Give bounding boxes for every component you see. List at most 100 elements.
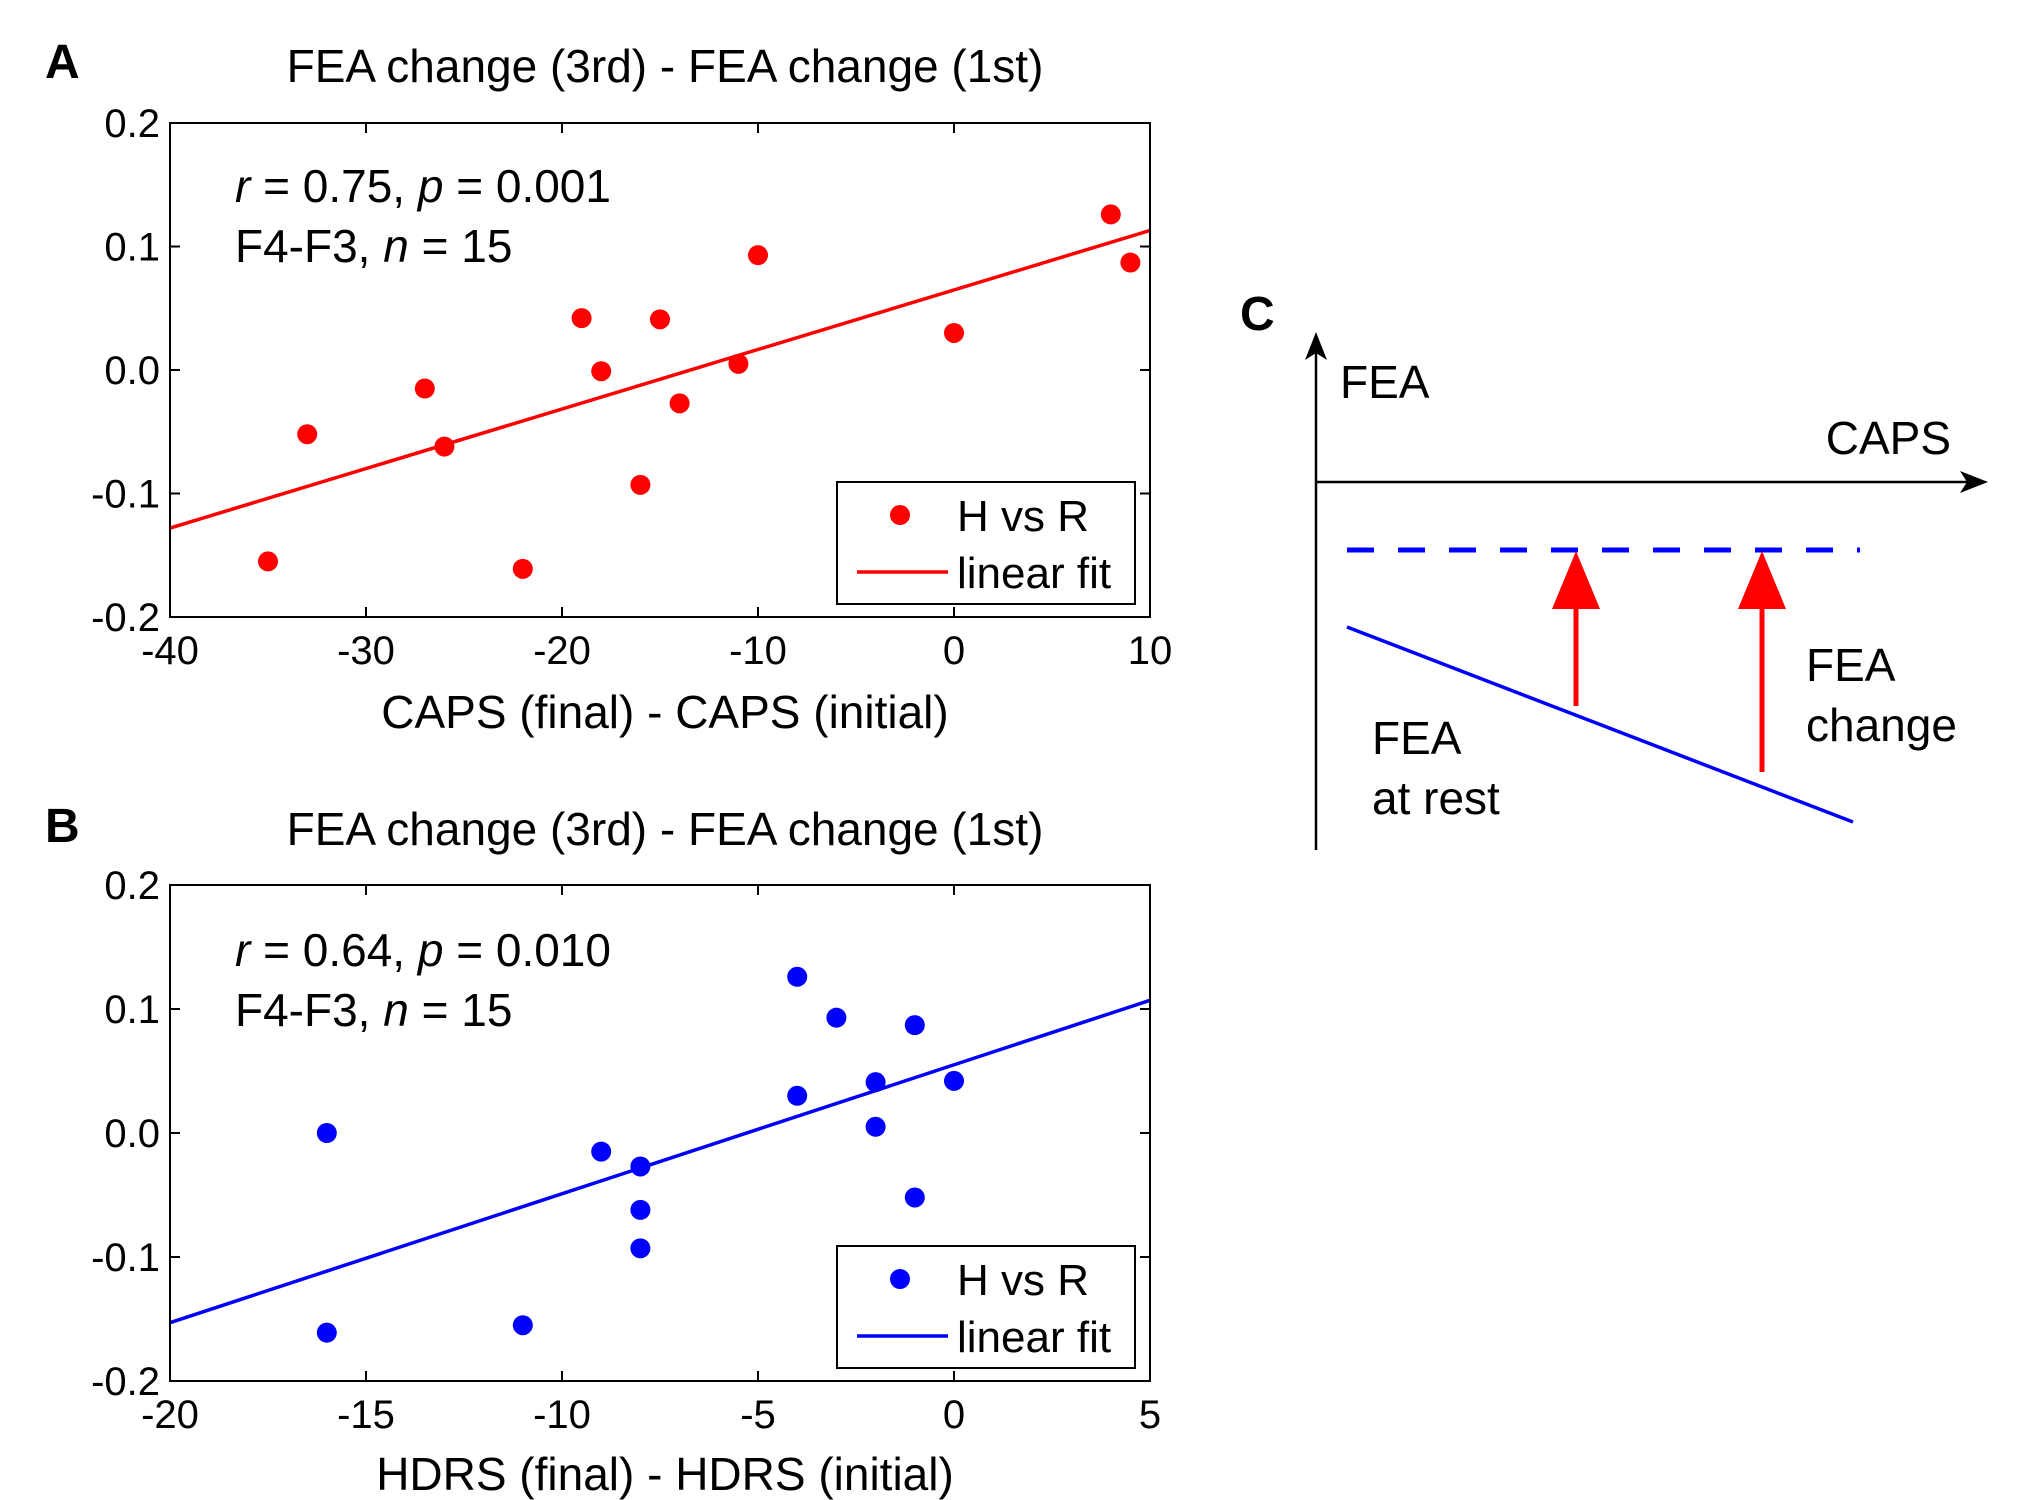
diagram-y-axis-arrowhead: [1305, 332, 1327, 360]
panel-b-ytick-label: 0.1: [104, 988, 160, 1032]
panel-b-data-point: [904, 1015, 925, 1036]
panel-a-title: FEA change (3rd) - FEA change (1st): [287, 40, 1044, 92]
diagram-rest-label: FEA at rest: [1372, 712, 1500, 824]
panel-b-label: B: [45, 800, 80, 853]
panel-a-legend: H vs R linear fit: [836, 481, 1136, 605]
panel-b-ytick-label: 0.0: [104, 1112, 160, 1156]
panel-b-data-point: [865, 1072, 886, 1093]
panel-a-label: A: [45, 36, 80, 89]
panel-a-data-point: [650, 309, 670, 330]
panel-b-xtick-label: -10: [533, 1393, 591, 1437]
panel-a-legend-point-marker: [890, 505, 910, 525]
panel-b-data-point: [944, 1070, 964, 1091]
panel-b-legend-points-label: H vs R: [957, 1256, 1089, 1305]
panel-a-data-point: [669, 393, 690, 414]
panel-a-data-point: [414, 378, 435, 399]
panel-a: A FEA change (3rd) - FEA change (1st) r …: [45, 36, 1172, 738]
panel-b-channel: F4-F3,: [235, 984, 383, 1036]
panel-b-data-point: [787, 1085, 808, 1106]
panel-a-ticks-layer: -40 -30 -20 -10 0 10 -0.2 -0.1 0.0 0.1 0.2: [91, 102, 1172, 673]
panel-a-data-point: [297, 424, 318, 445]
panel-b-ticks-layer: -20 -15 -10 -5 0 5 -0.2 -0.1 0.0 0.1 0.2: [91, 864, 1161, 1437]
panel-c-schematic: C FEA CAPS FEA at rest FEA change: [1240, 288, 1988, 850]
panel-a-data-point: [748, 245, 768, 266]
panel-a-stats-line2: F4-F3, n = 15: [235, 220, 512, 272]
panel-a-ytick-label: -0.2: [91, 596, 160, 640]
panel-b-data-point: [512, 1315, 533, 1336]
panel-b-fit-line: [169, 998, 1151, 1325]
panel-b-legend-line-label: linear fit: [957, 1313, 1111, 1362]
diagram-rest-label-line1: FEA: [1372, 712, 1462, 764]
panel-a-xtick-label: 10: [1128, 629, 1173, 673]
panel-b-ytick-label: -0.2: [91, 1360, 160, 1404]
panel-b-legend-point-marker: [890, 1269, 910, 1289]
diagram-arrow-2-head: [1738, 551, 1786, 609]
panel-b-legend-box: [836, 1245, 1136, 1369]
panel-b-ytick-label: 0.2: [104, 864, 160, 908]
panel-b-data-point: [865, 1116, 886, 1137]
panel-b-data-point: [787, 966, 808, 987]
diagram-change-arrow-1: [1552, 551, 1600, 706]
panel-a-r-label: r: [235, 160, 252, 212]
panel-b-xtick-label: -5: [740, 1393, 776, 1437]
panel-b-data-point: [826, 1007, 847, 1028]
panel-a-xtick-label: -30: [337, 629, 395, 673]
panel-a-legend-points-label: H vs R: [957, 492, 1089, 541]
panel-b-r-label: r: [235, 924, 252, 976]
panel-a-data-point: [630, 474, 651, 495]
panel-a-r-value: = 0.75,: [250, 160, 418, 212]
panel-b-data-point: [904, 1187, 925, 1208]
panel-a-xtick-label: -40: [141, 629, 199, 673]
panel-a-ytick-label: 0.2: [104, 102, 160, 146]
panel-a-p-label: p: [416, 160, 444, 212]
diagram-x-axis-label: CAPS: [1826, 412, 1951, 464]
panel-a-data-point: [571, 308, 592, 329]
panel-b-data-point: [630, 1199, 651, 1220]
diagram-arrow-1-head: [1552, 551, 1600, 609]
panel-b-data-point: [316, 1322, 337, 1343]
panel-a-points-layer: [258, 204, 1141, 579]
panel-a-data-point: [591, 361, 612, 382]
panel-b-stats-line2: F4-F3, n = 15: [235, 984, 512, 1036]
panel-a-xtick-label: -20: [533, 629, 591, 673]
panel-a-stats-line1: r = 0.75, p = 0.001: [235, 160, 611, 212]
panel-b-data-point: [316, 1123, 337, 1143]
panel-b-xlabel: HDRS (final) - HDRS (initial): [376, 1448, 954, 1500]
panel-a-p-value: = 0.001: [443, 160, 611, 212]
panel-a-n-label: n: [383, 220, 409, 272]
panel-a-legend-line-label: linear fit: [957, 549, 1111, 598]
panel-b: B FEA change (3rd) - FEA change (1st) r …: [45, 800, 1161, 1500]
diagram-x-axis-arrowhead: [1960, 471, 1988, 493]
panel-b-p-label: p: [416, 924, 444, 976]
panel-b-data-point: [591, 1141, 612, 1162]
diagram-y-axis-label: FEA: [1340, 356, 1430, 408]
panel-b-n-value: = 15: [409, 984, 513, 1036]
panel-b-n-label: n: [383, 984, 409, 1036]
panel-a-data-point: [1100, 204, 1121, 225]
panel-a-fit-line-layer: [169, 228, 1151, 530]
panel-b-ytick-label: -0.1: [91, 1236, 160, 1280]
diagram-change-label-line2: change: [1806, 699, 1957, 751]
panel-a-xtick-label: -10: [729, 629, 787, 673]
panel-a-ytick-label: 0.1: [104, 226, 160, 270]
panel-a-data-point: [1120, 252, 1141, 273]
panel-b-points-layer: [316, 966, 964, 1343]
panel-a-xtick-label: 0: [943, 629, 965, 673]
panel-a-ytick-label: -0.1: [91, 473, 160, 517]
panel-b-xtick-label: -20: [141, 1393, 199, 1437]
panel-b-legend: H vs R linear fit: [836, 1245, 1136, 1369]
panel-b-xtick-label: -15: [337, 1393, 395, 1437]
panel-a-fit-line: [169, 228, 1151, 530]
panel-c-label: C: [1240, 288, 1275, 341]
panel-a-data-point: [944, 322, 964, 343]
panel-b-data-point: [630, 1238, 651, 1259]
panel-b-r-value: = 0.64,: [250, 924, 418, 976]
panel-b-stats-line1: r = 0.64, p = 0.010: [235, 924, 611, 976]
diagram-rest-line: [1346, 625, 1854, 824]
panel-a-data-point: [728, 353, 749, 374]
panel-a-data-point: [434, 436, 455, 457]
panel-b-xtick-label: 0: [943, 1393, 965, 1437]
panel-a-data-point: [512, 558, 533, 579]
panel-a-legend-box: [836, 481, 1136, 605]
panel-b-title: FEA change (3rd) - FEA change (1st): [287, 803, 1044, 855]
